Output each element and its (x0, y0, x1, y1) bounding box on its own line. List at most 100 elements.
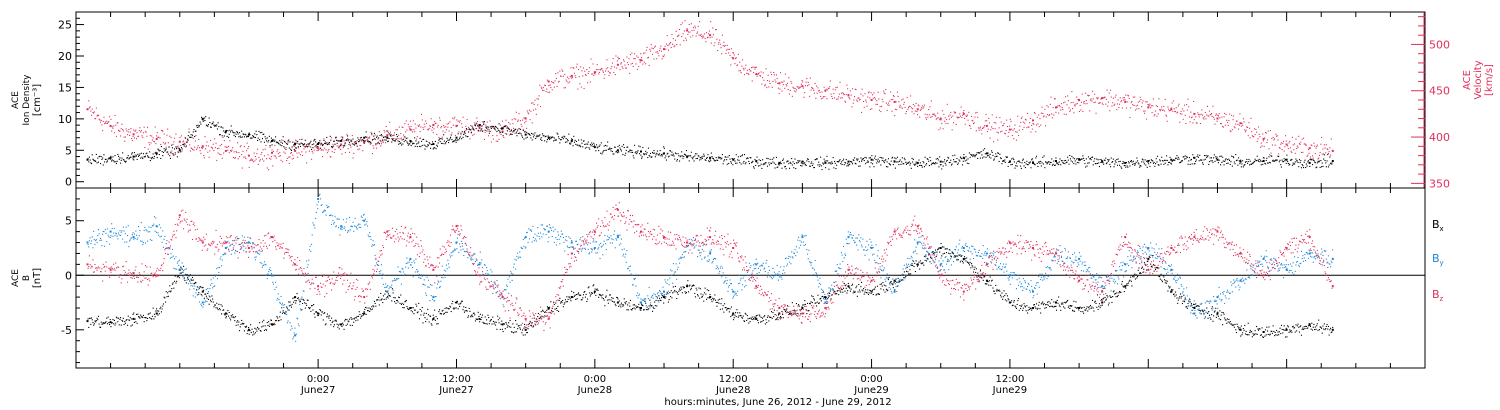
bx-series-point (1078, 307, 1081, 309)
bx-series-point (294, 296, 297, 299)
density-series-point (1262, 160, 1265, 162)
bz-series-point (709, 236, 712, 239)
density-series-point (1124, 161, 1127, 164)
y-axis-label-line: [cm⁻³] (32, 84, 43, 116)
bx-series-point (1008, 301, 1011, 304)
y-axis-label-line: [nT] (32, 268, 43, 288)
density-series-point (732, 158, 735, 161)
density-series-point (1285, 158, 1288, 161)
velocity-series-point (778, 82, 781, 85)
by-series-point (363, 219, 366, 222)
velocity-series-point (386, 134, 389, 137)
by-series-point (962, 247, 965, 249)
field-left-tick-label: 0 (65, 269, 72, 282)
x-tick-time-label: 0:00 (584, 374, 606, 385)
bx-series-point (893, 279, 896, 282)
velocity-series-point (663, 48, 665, 51)
bz-series-point (340, 274, 343, 277)
top-panel-frame (75, 11, 1426, 189)
bz-series-point (847, 268, 850, 271)
velocity-series-point (939, 117, 942, 120)
x-axis-title: hours:minutes, June 26, 2012 - June 29, … (664, 397, 891, 408)
density-series-point (1239, 160, 1242, 163)
density-series-point (155, 152, 158, 155)
density-series-point (317, 143, 320, 145)
by-series-point (155, 225, 158, 228)
velocity-series-point (132, 133, 135, 136)
density-series-point (201, 117, 204, 120)
density-series-point (340, 139, 343, 142)
bz-series-point (1331, 285, 1334, 288)
bx-series-point (570, 296, 573, 299)
field-legend: Bx By Bz (1432, 218, 1444, 303)
bz-series-point (939, 274, 942, 277)
density-series-point (893, 160, 896, 163)
by-series-point (109, 230, 112, 233)
velocity-right-ticks (1411, 12, 1425, 188)
density-series-point (778, 161, 781, 164)
density-series-point (501, 127, 504, 130)
legend-subscript: z (1440, 295, 1444, 303)
bx-series-point (524, 328, 527, 331)
bx-series-point (271, 323, 273, 326)
velocity-series-point (478, 126, 481, 129)
density-series-point (1147, 160, 1150, 162)
bx-series-point (1262, 331, 1265, 333)
velocity-series-point (1008, 128, 1011, 131)
by-series-point (294, 334, 297, 337)
density-series-point (247, 133, 250, 136)
density-series-point (755, 160, 758, 162)
bz-series (86, 202, 1334, 331)
velocity-right-tick-label: 350 (1429, 177, 1450, 190)
velocity-series-point (340, 143, 343, 146)
by-series-point (1032, 290, 1034, 293)
by-series-point (524, 236, 527, 239)
bx-series-point (916, 263, 919, 266)
bz-series-point (1078, 279, 1081, 282)
bx-series-point (709, 296, 712, 299)
by-series-point (178, 268, 181, 271)
velocity-series-point (1239, 122, 1242, 125)
density-series-point (916, 161, 919, 164)
y-axis-label-line: ACE (11, 91, 21, 109)
bx-series-point (1032, 307, 1034, 309)
velocity-series-point (547, 80, 550, 83)
bx-series-point (755, 317, 758, 320)
bz-series-point (432, 268, 435, 271)
bz-series-point (1101, 290, 1104, 293)
bx-series-point (1124, 285, 1127, 288)
bz-series-point (86, 263, 89, 266)
bx-series-point (801, 307, 804, 309)
velocity-series-point (1078, 99, 1081, 101)
bx-series-point (1193, 307, 1196, 309)
bz-series-point (962, 290, 965, 293)
bx-series-point (824, 296, 827, 299)
bz-series-point (386, 230, 389, 233)
by-series-point (478, 263, 481, 266)
density-series-point (847, 160, 850, 163)
by-series-point (1101, 285, 1104, 288)
bx-series-point (847, 285, 850, 288)
density-series-point (1193, 156, 1196, 159)
bx-series-point (409, 307, 412, 309)
field-left-tick-label: 5 (65, 215, 72, 228)
velocity-series-point (962, 112, 965, 115)
right-axis-label-line: [km/s] (1484, 64, 1495, 96)
density-series-point (1170, 158, 1173, 161)
bz-series-point (1239, 252, 1242, 255)
velocity-series-point (916, 108, 919, 111)
bz-series-point (317, 285, 320, 288)
velocity-series-point (1124, 100, 1127, 103)
bx-series-point (1308, 323, 1311, 326)
x-tick-time-label: 12:00 (996, 374, 1025, 385)
density-left-tick-label: 10 (58, 113, 72, 126)
density-series-point (709, 156, 712, 159)
bx-series-point (985, 279, 988, 282)
bz-series-point (778, 307, 781, 309)
by-series-point (824, 301, 827, 304)
bz-series-point (755, 285, 758, 288)
by-series-point (1078, 257, 1081, 260)
by-series-point (1170, 268, 1173, 271)
bx-series-point (939, 247, 942, 249)
